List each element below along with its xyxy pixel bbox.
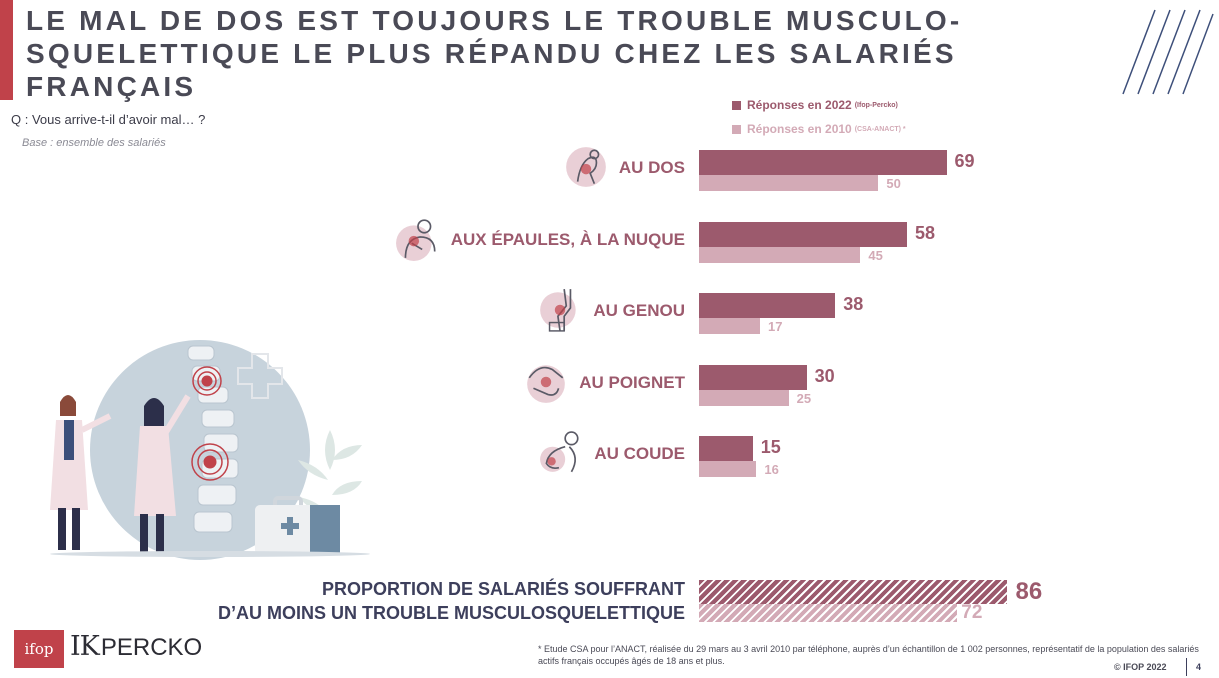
percko-logo-word: PERCKO bbox=[100, 634, 203, 661]
doctors-spine-illustration bbox=[50, 340, 370, 560]
medical-cross-icon bbox=[237, 353, 283, 399]
bar-2010 bbox=[699, 318, 760, 335]
footnote: * Etude CSA pour l’ANACT, réalisée du 29… bbox=[538, 644, 1199, 666]
data-label-2022: 58 bbox=[915, 222, 936, 243]
page-number-separator bbox=[1186, 658, 1187, 676]
bar-2022 bbox=[699, 221, 908, 247]
bar-2010 bbox=[699, 175, 879, 191]
data-label-2022: 38 bbox=[843, 294, 864, 315]
survey-question: Q : Vous arrive-t-il d’avoir mal… ? bbox=[11, 112, 206, 127]
legend-source: (Ifop-Percko) bbox=[854, 101, 898, 109]
data-label-2010: 16 bbox=[764, 462, 779, 478]
data-label-2022: 15 bbox=[760, 437, 781, 458]
survey-base: Base : ensemble des salariés bbox=[22, 137, 166, 149]
data-label-2010: 17 bbox=[767, 319, 783, 335]
page-number: 4 bbox=[1196, 662, 1202, 672]
ifop-logo: ifop bbox=[14, 630, 64, 668]
summary-bar-2010 bbox=[699, 604, 958, 622]
legend-swatch bbox=[732, 100, 741, 110]
pain-target-icon bbox=[191, 366, 229, 481]
data-label-2022: 69 bbox=[954, 151, 975, 171]
copyright: © IFOP 2022 bbox=[1114, 662, 1167, 672]
bar-2022 bbox=[699, 436, 753, 462]
summary-label-line: PROPORTION DE SALARIÉS SOUFFRANT bbox=[321, 579, 685, 599]
category-label: AU DOS bbox=[618, 158, 685, 177]
legend-label: Réponses en 2022 bbox=[747, 98, 852, 112]
category-label: AUX ÉPAULES, À LA NUQUE bbox=[450, 229, 685, 249]
legend-swatch bbox=[732, 124, 741, 134]
title-accent-bar bbox=[0, 0, 13, 100]
legend-source: (CSA-ANACT) * bbox=[854, 125, 906, 133]
data-label-2010: 50 bbox=[886, 176, 901, 191]
chart-legend: Réponses en 2022 (Ifop-Percko) Réponses … bbox=[732, 93, 906, 141]
summary-label: PROPORTION DE SALARIÉS SOUFFRANT D’AU MO… bbox=[218, 577, 685, 625]
summary-data-label-2022: 86 bbox=[1015, 578, 1043, 605]
bar-2010 bbox=[699, 246, 861, 263]
summary-bar-2022 bbox=[699, 580, 1008, 604]
category-label: AU COUDE bbox=[594, 444, 685, 464]
wrist-pain-icon bbox=[527, 365, 566, 403]
bar-2010 bbox=[699, 461, 757, 478]
medical-kit-icon bbox=[255, 496, 340, 555]
legend-label: Réponses en 2010 bbox=[747, 122, 852, 136]
percko-logo-mark: IK bbox=[70, 631, 100, 662]
data-label-2022: 30 bbox=[814, 365, 835, 386]
bar-2022 bbox=[699, 364, 807, 390]
title-line: LE MAL DE DOS EST TOUJOURS LE TROUBLE MU… bbox=[26, 5, 963, 36]
percko-logo: IK PERCKO bbox=[70, 631, 202, 662]
shoulder-pain-icon bbox=[395, 218, 436, 261]
category-label: AU POIGNET bbox=[579, 372, 685, 392]
bar-2022 bbox=[699, 293, 836, 319]
knee-pain-icon bbox=[540, 289, 577, 332]
page-title: LE MAL DE DOS EST TOUJOURS LE TROUBLE MU… bbox=[26, 4, 1026, 103]
legend-item-2010: Réponses en 2010 (CSA-ANACT) * bbox=[732, 117, 906, 141]
category-label: AU GENOU bbox=[593, 301, 685, 321]
doctor-figure-left bbox=[50, 395, 112, 550]
bar-2022 bbox=[699, 150, 947, 175]
summary-data-label-2010: 72 bbox=[961, 602, 983, 623]
legend-item-2022: Réponses en 2022 (Ifop-Percko) bbox=[732, 93, 906, 117]
bar-2010 bbox=[699, 389, 789, 406]
data-label-2010: 45 bbox=[868, 247, 883, 263]
back-pain-icon bbox=[566, 147, 606, 187]
doctor-figure-right bbox=[134, 394, 191, 552]
data-label-2010: 25 bbox=[796, 390, 812, 406]
title-line: SQUELETTIQUE LE PLUS RÉPANDU CHEZ LES SA… bbox=[26, 38, 957, 69]
title-line: FRANÇAIS bbox=[26, 71, 197, 102]
summary-label-line: D’AU MOINS UN TROUBLE MUSCULOSQUELETTIQU… bbox=[218, 603, 685, 623]
elbow-pain-icon bbox=[540, 431, 579, 473]
decorative-stripes bbox=[1122, 9, 1214, 95]
